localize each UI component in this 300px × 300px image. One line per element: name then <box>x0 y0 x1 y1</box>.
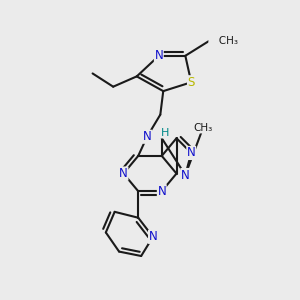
Text: CH₃: CH₃ <box>194 123 213 133</box>
Text: H: H <box>160 128 169 138</box>
Text: N: N <box>181 169 190 182</box>
Text: S: S <box>188 76 195 89</box>
Text: CH₃: CH₃ <box>209 36 238 46</box>
Text: N: N <box>143 130 152 143</box>
Text: N: N <box>154 49 163 62</box>
Text: N: N <box>158 185 166 198</box>
Text: N: N <box>187 146 196 159</box>
Text: N: N <box>119 167 128 180</box>
Text: N: N <box>148 230 157 243</box>
